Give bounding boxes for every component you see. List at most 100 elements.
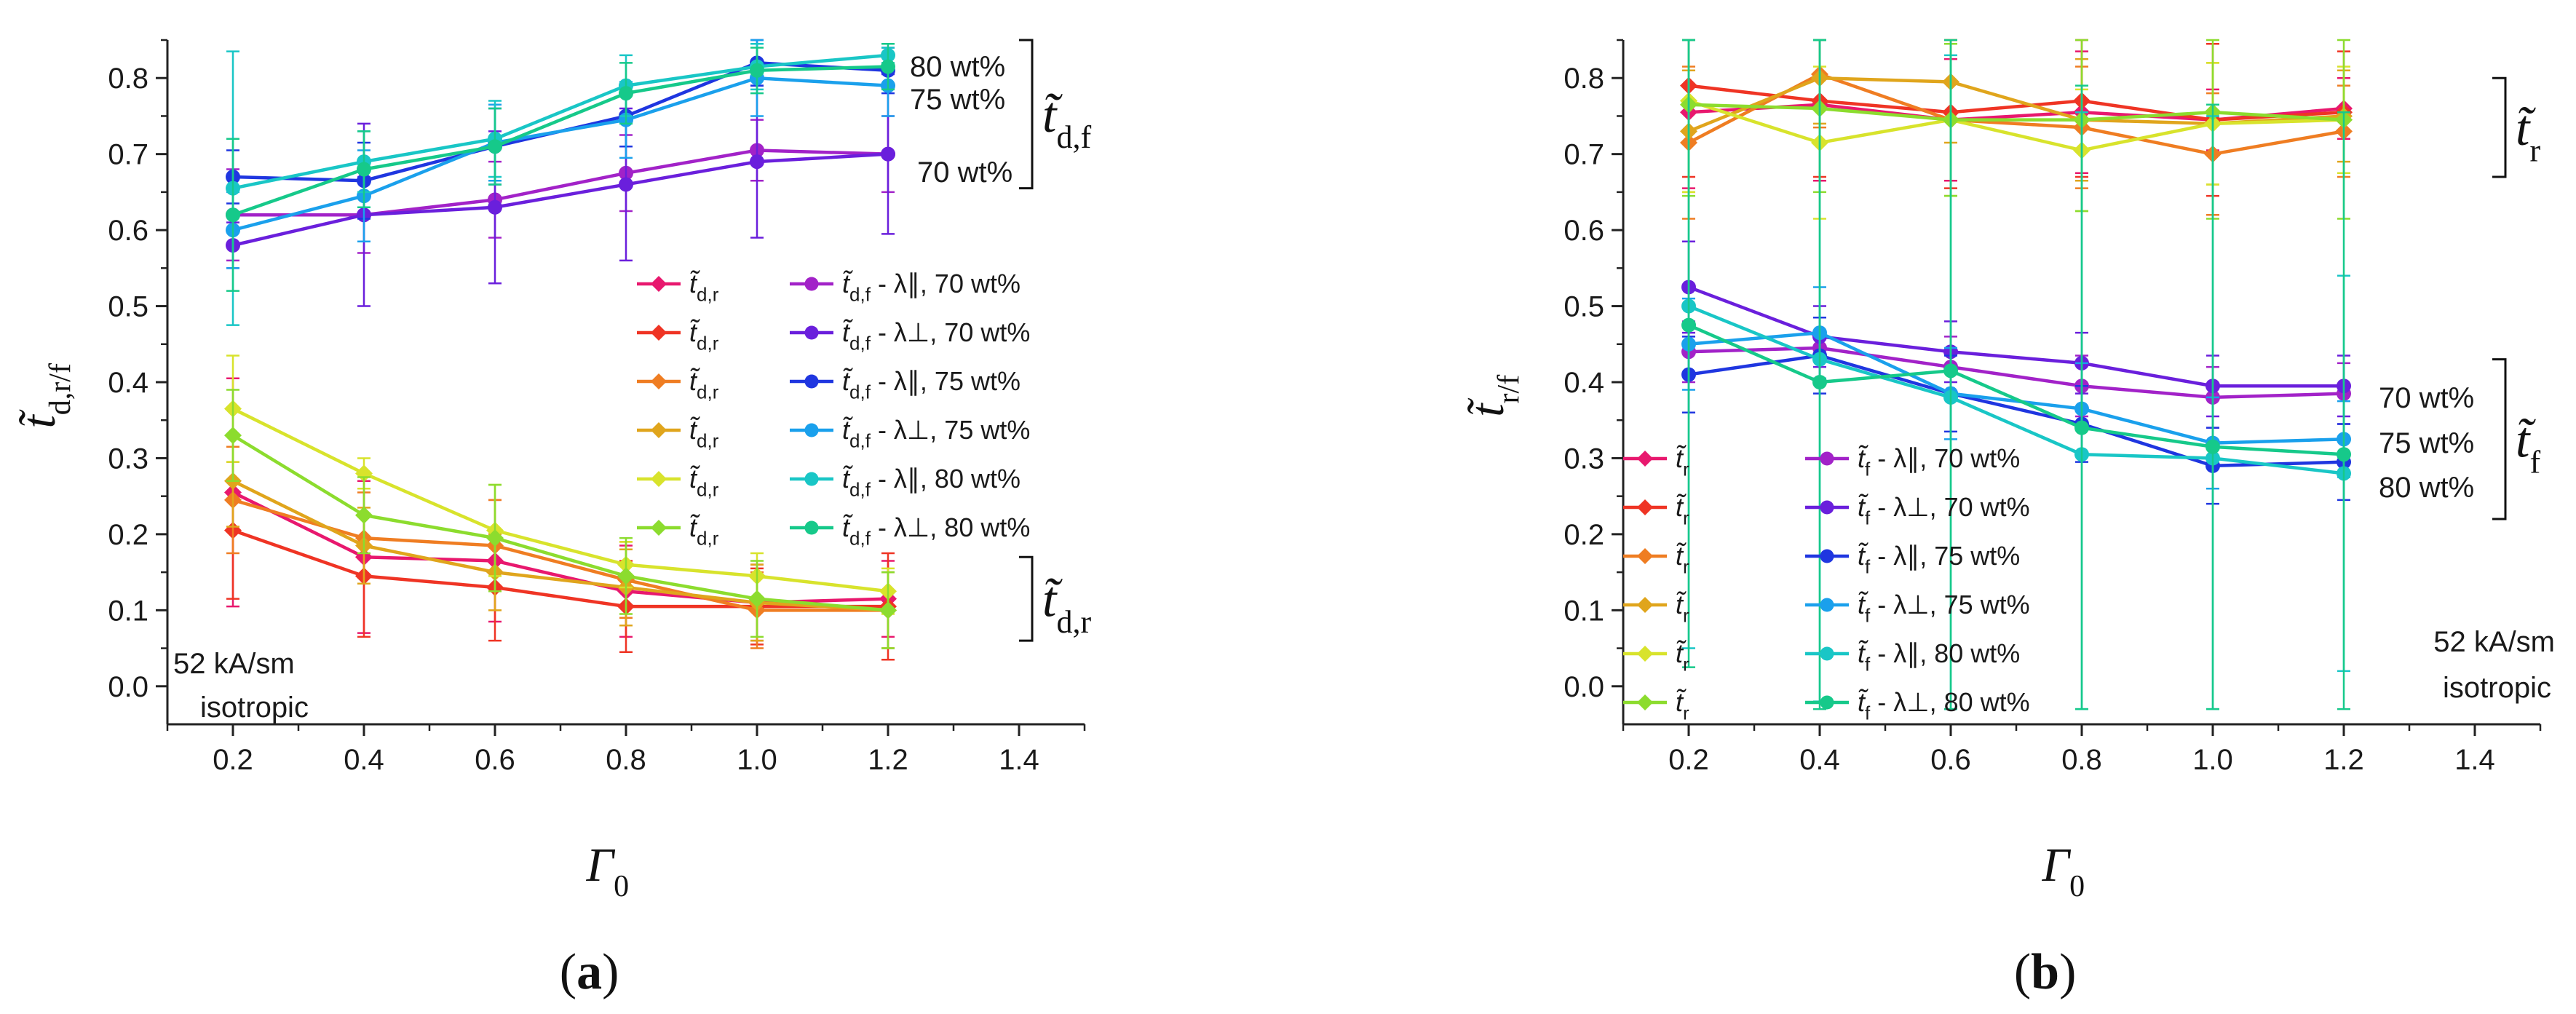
series-line <box>233 148 889 217</box>
panel-b: 0.2 0.4 0.6 0.8 1.0 1.2 1.4 0.0 0.1 0.2 0.3 0.4 0.5 0… <box>1461 39 2555 1000</box>
legend-marker <box>651 471 667 487</box>
annotation-state: isotropic <box>200 692 309 724</box>
series-line <box>232 76 889 232</box>
x-tick-label: 0.8 <box>2061 744 2102 776</box>
series-line <box>232 528 888 609</box>
y-tick-label: 0.8 <box>1564 63 1604 95</box>
legend-marker <box>1637 499 1653 515</box>
series-line <box>1688 103 2345 122</box>
x-tick-label: 0.6 <box>475 744 515 776</box>
y-tick-label: 0.1 <box>108 595 148 627</box>
y-tick-label: 0.5 <box>108 291 148 323</box>
x-tick-label: 1.4 <box>2454 744 2495 776</box>
x-tick-label: 0.2 <box>213 744 253 776</box>
data-point <box>357 162 371 177</box>
group-bracket <box>2492 358 2507 520</box>
y-tick-label: 0.3 <box>108 443 148 475</box>
y-axis-title: t̃r/f <box>1461 375 1526 417</box>
legend-label: t̃f - λ⊥, 75 wt% <box>1858 590 2030 627</box>
legend-marker <box>651 520 667 536</box>
series-line <box>1688 99 2345 152</box>
data-point <box>2206 439 2220 454</box>
x-tick-label: 1.4 <box>999 744 1039 776</box>
data-point <box>2337 447 2351 462</box>
legend-marker <box>804 472 819 486</box>
legend: t̃d,rt̃d,rt̃d,rt̃d,rt̃d,rt̃d,rt̃d,f - λ∥… <box>637 269 1030 550</box>
x-axis-title: Γ0 <box>586 839 630 903</box>
data-point <box>1812 375 1827 389</box>
data-point <box>619 177 633 192</box>
legend-marker <box>651 325 667 341</box>
series-line <box>232 407 889 593</box>
legend: t̃rt̃rt̃rt̃rt̃rt̃rt̃f - λ∥, 70 wt%t̃f - … <box>1623 443 2030 724</box>
series-line <box>1688 304 2345 475</box>
x-tick-label: 0.2 <box>1668 744 1709 776</box>
y-tick-label: 0.4 <box>1564 367 1604 399</box>
legend-marker <box>1637 694 1653 710</box>
x-tick-label: 0.6 <box>1930 744 1971 776</box>
data-point <box>619 86 633 101</box>
legend-label: t̃d,f - λ∥, 70 wt% <box>842 269 1021 306</box>
series-line <box>232 498 888 612</box>
legend-label: t̃f - λ⊥, 70 wt% <box>1858 492 2030 529</box>
annotation-conc-70: 70 wt% <box>2379 382 2474 414</box>
x-tick-label: 0.4 <box>344 744 384 776</box>
legend-marker <box>1637 548 1653 564</box>
y-tick-label: 0.4 <box>108 367 148 399</box>
series-line <box>1688 330 2345 445</box>
legend-marker <box>1820 451 1834 466</box>
data-point <box>355 506 373 524</box>
series-line <box>1688 84 2345 122</box>
legend-marker <box>1820 646 1834 661</box>
data-point <box>226 207 240 223</box>
series-line <box>1688 346 2345 400</box>
series-11 <box>226 42 895 292</box>
series-line <box>1688 354 2345 468</box>
annotation-conc-80: 80 wt% <box>2379 472 2474 504</box>
legend-marker <box>1637 597 1653 613</box>
series-line <box>232 152 889 247</box>
x-tick-label: 1.0 <box>2192 744 2233 776</box>
series-line <box>1688 285 2344 388</box>
y-tick-label: 0.3 <box>1564 443 1604 475</box>
legend-label: t̃f - λ∥, 70 wt% <box>1858 443 2020 480</box>
annotation-field: 52 kA/sm <box>173 648 295 680</box>
y-tick-label: 0.7 <box>108 139 148 171</box>
group-bracket <box>1019 39 1034 190</box>
x-tick-label: 1.0 <box>737 744 777 776</box>
legend-label: t̃d,f - λ∥, 75 wt% <box>842 366 1021 403</box>
legend-marker <box>1820 500 1834 515</box>
legend-label: t̃f - λ∥, 75 wt% <box>1858 541 2020 578</box>
y-axis-title-text: t̃r/f <box>1461 375 1526 417</box>
legend-label: t̃d,r <box>689 269 719 306</box>
data-point <box>750 63 764 78</box>
data-point <box>488 199 502 215</box>
annotation-field: 52 kA/sm <box>2433 626 2555 658</box>
legend-marker <box>804 325 819 340</box>
legend-marker <box>804 520 819 535</box>
legend-marker <box>804 277 819 291</box>
legend-marker <box>651 373 667 389</box>
legend-marker <box>1820 598 1834 612</box>
data-point <box>750 154 764 170</box>
legend-marker <box>651 276 667 292</box>
data-point <box>1943 363 1958 379</box>
data-point <box>224 427 242 445</box>
x-tick-label: 0.8 <box>606 744 646 776</box>
data-point <box>1681 317 1696 333</box>
legend-marker <box>651 422 667 438</box>
series-line <box>1688 323 2345 456</box>
legend-label: t̃d,f - λ⊥, 70 wt% <box>842 317 1030 354</box>
x-tick-label: 1.2 <box>868 744 908 776</box>
annotation-conc-75: 75 wt% <box>2379 427 2474 459</box>
y-tick-label: 0.6 <box>1564 215 1604 247</box>
y-tick-label: 0.5 <box>1564 291 1604 323</box>
panel-a: 0.2 0.4 0.6 0.8 1.0 1.2 1.4 0.0 0.1 0.2 0.3 0.4 0.5 0… <box>12 39 1091 1000</box>
series-line <box>232 53 889 190</box>
panel-label: (a) <box>560 944 619 1000</box>
annotation-state: isotropic <box>2443 672 2551 704</box>
data-point <box>617 567 635 585</box>
annotation-conc-80: 80 wt% <box>910 51 1005 83</box>
x-tick-label: 0.4 <box>1799 744 1840 776</box>
y-tick-label: 0.7 <box>1564 139 1604 171</box>
